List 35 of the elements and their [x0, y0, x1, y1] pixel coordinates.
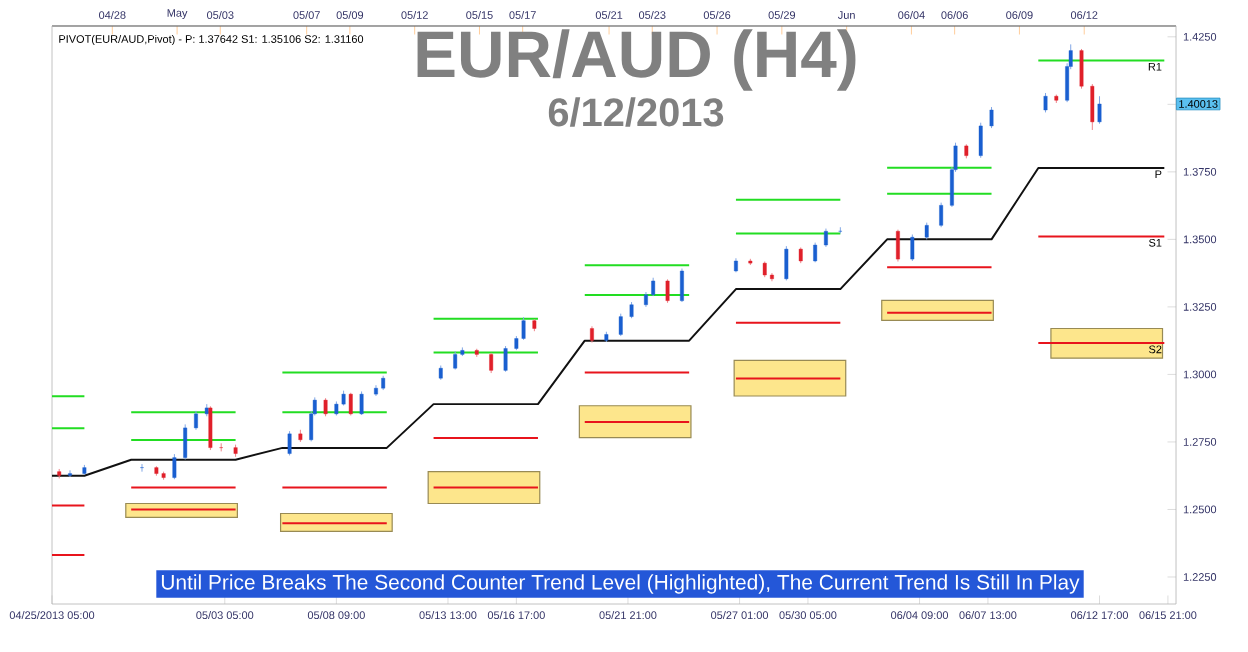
- candlestick: [618, 313, 623, 337]
- candlestick: [910, 234, 915, 262]
- candlestick: [651, 277, 656, 297]
- candlestick: [1097, 95, 1102, 125]
- candlestick: [978, 122, 983, 159]
- candlestick: [989, 106, 994, 129]
- candlestick: [323, 397, 328, 417]
- candlestick: [359, 390, 364, 416]
- bar: [881, 299, 994, 321]
- annotation: Until Price Breaks The Second Counter Trend Level (Highlighted), The Current Trend Is Still In Play: [161, 574, 1080, 594]
- candlestick: [896, 229, 900, 263]
- candlestick: [824, 228, 828, 248]
- chart-title: EUR/AUD (H4): [417, 29, 856, 91]
- candlestick: [1043, 92, 1048, 113]
- candlestick: [1090, 83, 1095, 131]
- bar: [427, 471, 541, 505]
- candlestick: [1079, 48, 1084, 90]
- candlestick: [680, 268, 684, 303]
- bar: [578, 405, 692, 439]
- candlestick: [453, 350, 458, 371]
- candlestick: [183, 423, 188, 460]
- candlestick: [665, 278, 670, 304]
- candlestick: [172, 453, 177, 480]
- candlestick: [287, 430, 292, 456]
- line-series: [51, 167, 1166, 477]
- candlestick: [503, 345, 508, 373]
- bar: [733, 359, 847, 397]
- candlestick: [194, 410, 198, 431]
- candlestick: [939, 202, 944, 228]
- text: 6/12/2013: [548, 97, 724, 127]
- candlestick: [489, 352, 494, 374]
- candlestick: [784, 245, 789, 281]
- candlestick: [140, 463, 144, 473]
- candlestick: [521, 316, 526, 341]
- bar: [1050, 327, 1164, 359]
